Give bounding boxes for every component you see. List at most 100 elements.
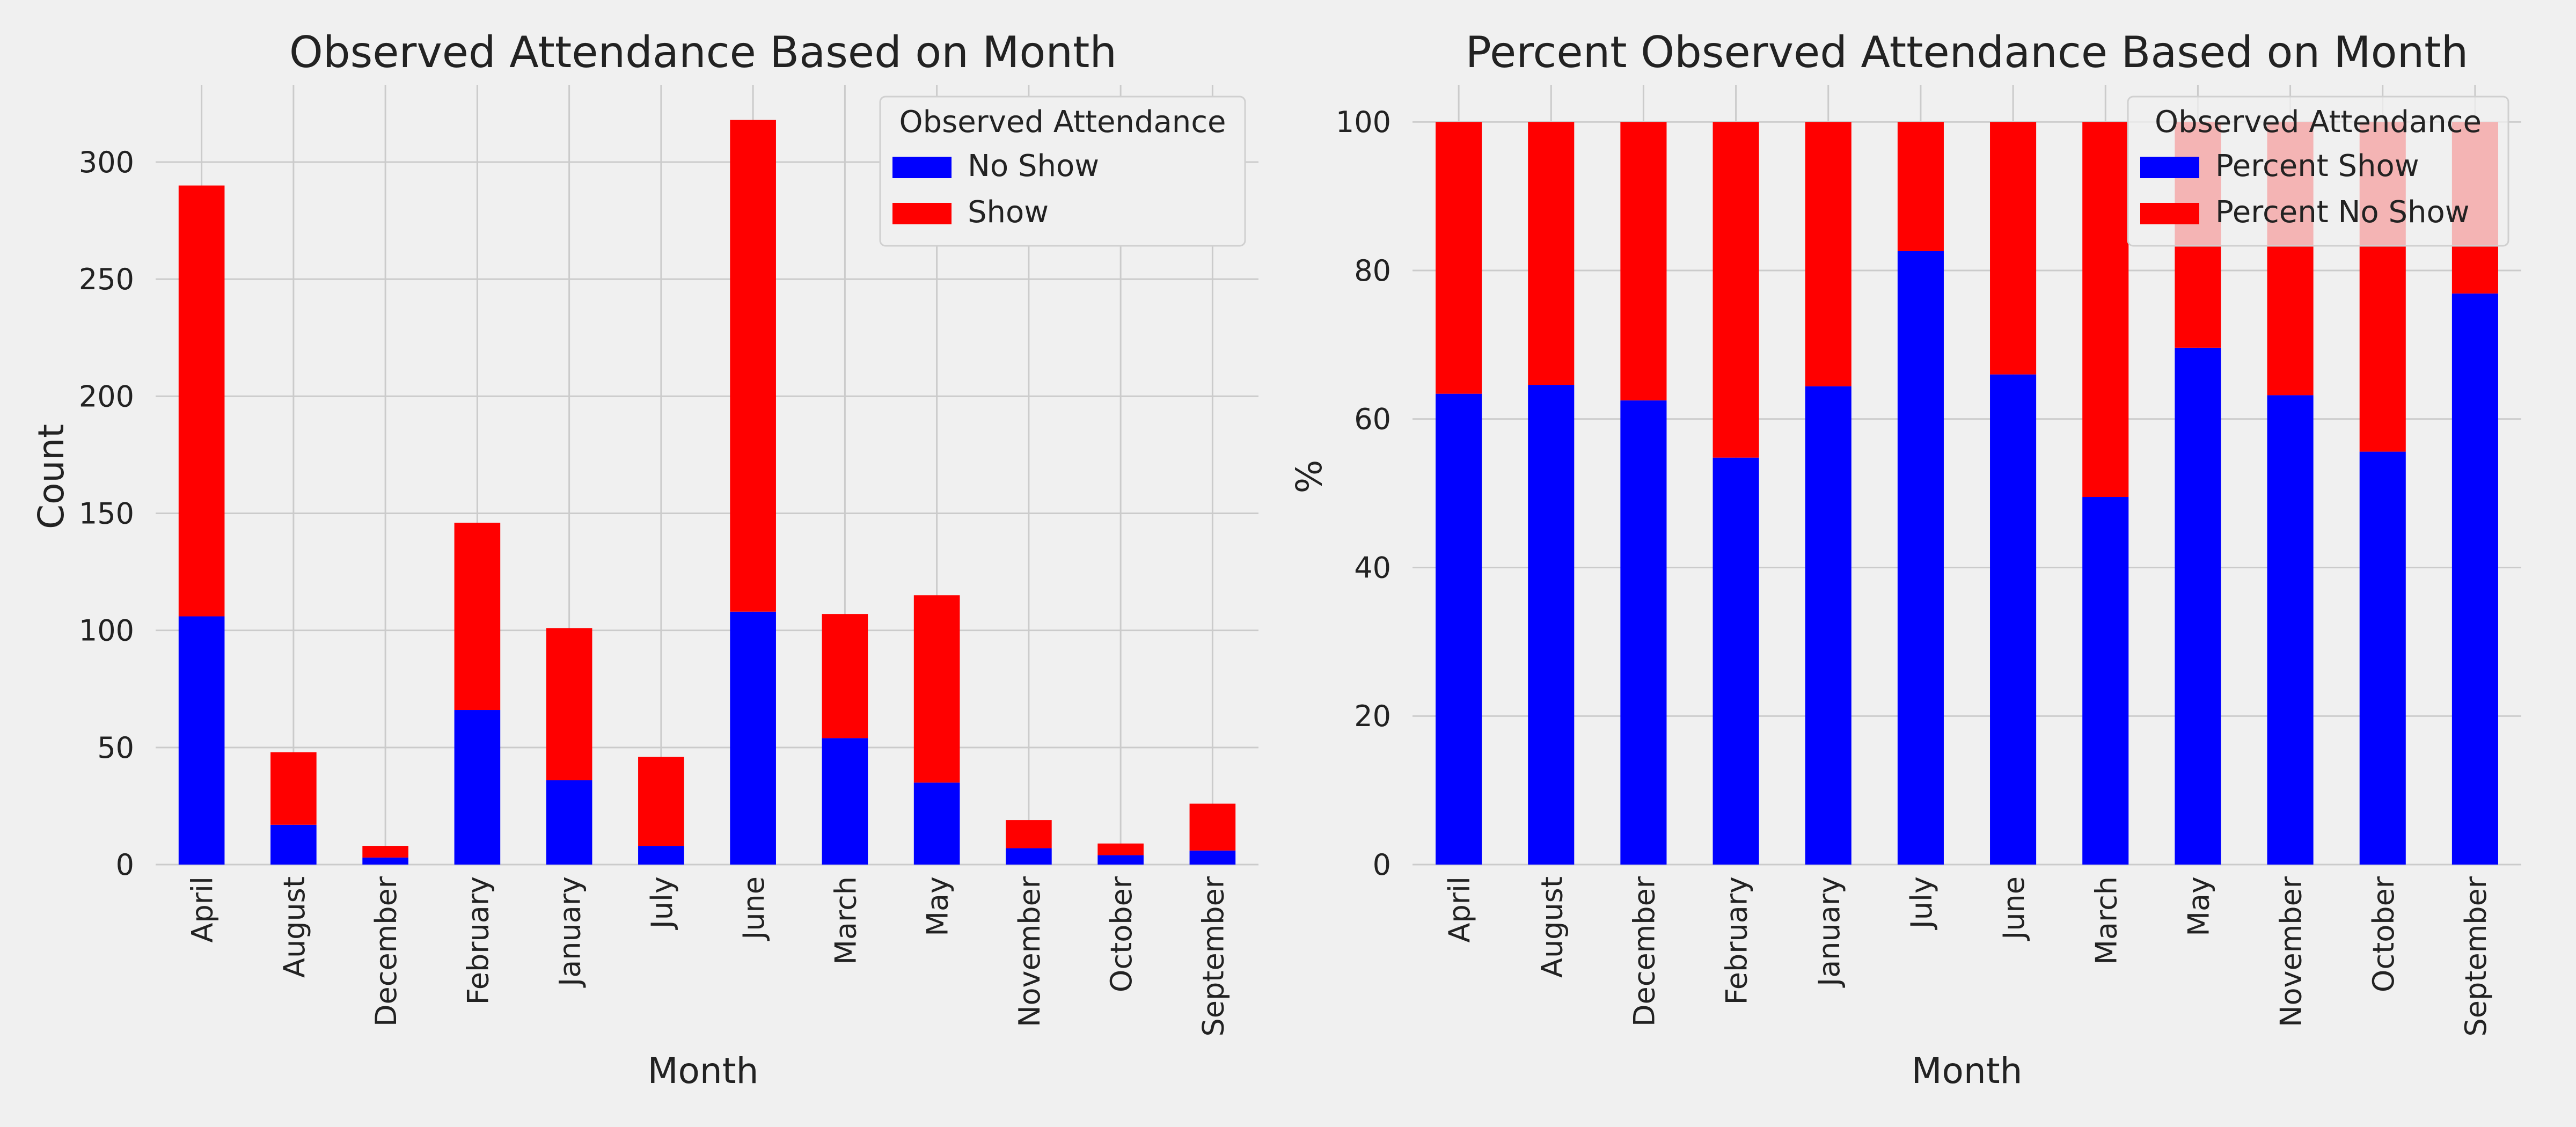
bar-segment [1006,848,1052,865]
bar-segment [822,738,868,865]
bar-segment [1436,122,1482,394]
count-chart: Observed Attendance Based on Month Month… [31,27,1258,1092]
x-tick-label: April [1443,876,1476,942]
bar-segment [2082,122,2129,497]
legend-swatch [892,157,952,178]
bar-segment [1897,251,1944,865]
x-tick-label: June [737,876,771,941]
bar-segment [362,846,408,858]
x-tick-label: January [1812,876,1846,988]
x-tick-label: September [1196,876,1230,1036]
legend-label: Show [968,195,1049,230]
y-tick-label: 20 [1354,699,1391,733]
y-tick-label: 50 [97,731,134,765]
bar-segment [1528,385,1575,865]
bar-segment [270,752,317,825]
x-tick-labels: April August December February January July Ju… [1443,876,2493,1036]
x-tick-label: July [1905,876,1938,930]
y-tick-label: 150 [79,496,134,530]
bar-segment [638,757,684,846]
y-tick-label: 0 [116,848,134,882]
x-tick-label: October [1104,876,1138,992]
bar-segment [1528,122,1575,385]
x-axis-label: Month [648,1050,759,1092]
bar-segment [362,857,408,865]
y-tick-label: 60 [1354,402,1391,436]
y-tick-label: 0 [1373,848,1391,882]
chart-title: Observed Attendance Based on Month [289,27,1117,77]
bar-segment [638,846,684,865]
y-axis-label: % [1289,460,1330,494]
legend-title: Observed Attendance [899,105,1226,140]
bar-segment [1189,850,1236,865]
legend-box [879,96,1246,247]
bar-segment [2359,451,2406,865]
legend-swatch [2140,203,2199,224]
x-tick-label: December [369,876,403,1027]
x-tick-label: September [2459,876,2493,1036]
bar-segment [454,710,501,865]
x-tick-label: November [2274,876,2308,1027]
bar-segment [1097,855,1144,865]
legend-swatch [2140,157,2199,178]
bar-segment [178,616,225,865]
bar-segment [1713,122,1759,458]
x-tick-label: June [1997,876,2031,941]
bar-segment [2451,293,2498,865]
y-tick-labels: 0 50 100 150 200 250 300 [79,145,134,882]
y-tick-label: 250 [79,262,134,296]
x-tick-label: January [553,876,587,988]
x-tick-label: November [1013,876,1046,1027]
x-tick-label: May [921,876,955,936]
legend-title: Observed Attendance [2155,105,2482,140]
legend-label: Percent Show [2215,149,2419,184]
y-tick-label: 300 [79,145,134,179]
bar-segment [1189,803,1236,851]
legend-label: Percent No Show [2215,195,2470,230]
bar-segment [2175,347,2221,865]
bar-segment [1713,457,1759,865]
bar-segment [730,120,776,612]
bar-segment [1620,400,1667,865]
bar-segment [730,611,776,865]
bar-segment [2082,497,2129,865]
bar-segment [1006,820,1052,848]
chart-title: Percent Observed Attendance Based on Mon… [1466,27,2469,77]
bar-segment [822,614,868,738]
bar-segment [1897,122,1944,251]
x-tick-labels: April August December February January July Ju… [186,876,1231,1036]
bar-segment [178,185,225,617]
x-tick-label: December [1627,876,1661,1027]
bar-segment [1805,386,1851,865]
legend: Observed Attendance Percent Show Percent … [2127,96,2509,247]
percent-chart: Percent Observed Attendance Based on Mon… [1289,27,2521,1092]
y-tick-label: 80 [1354,254,1391,288]
x-axis-label: Month [1912,1050,2023,1092]
y-tick-label: 200 [79,379,134,413]
bar-segment [913,595,960,783]
x-tick-label: August [1535,876,1569,978]
bar-segment [1990,374,2037,865]
y-tick-labels: 0 20 40 60 80 100 [1336,105,1391,882]
bar-segment [1097,843,1144,855]
bar-segment [1805,122,1851,386]
y-axis-label: Count [31,424,72,529]
bar-segment [1990,122,2037,375]
x-tick-label: May [2182,876,2215,936]
legend-box [2127,96,2509,247]
bar-segment [2267,395,2314,865]
bar-segment [913,782,960,865]
bar-segment [270,824,317,865]
y-tick-label: 100 [1336,105,1391,139]
bar-segment [1620,122,1667,401]
bars [178,120,1236,865]
bar-segment [454,522,501,711]
x-tick-label: February [461,876,495,1005]
bar-segment [546,628,592,780]
x-tick-label: April [186,876,219,942]
x-tick-label: October [2367,876,2401,992]
x-tick-label: March [829,876,862,965]
x-tick-label: February [1720,876,1754,1005]
x-tick-label: March [2089,876,2123,965]
